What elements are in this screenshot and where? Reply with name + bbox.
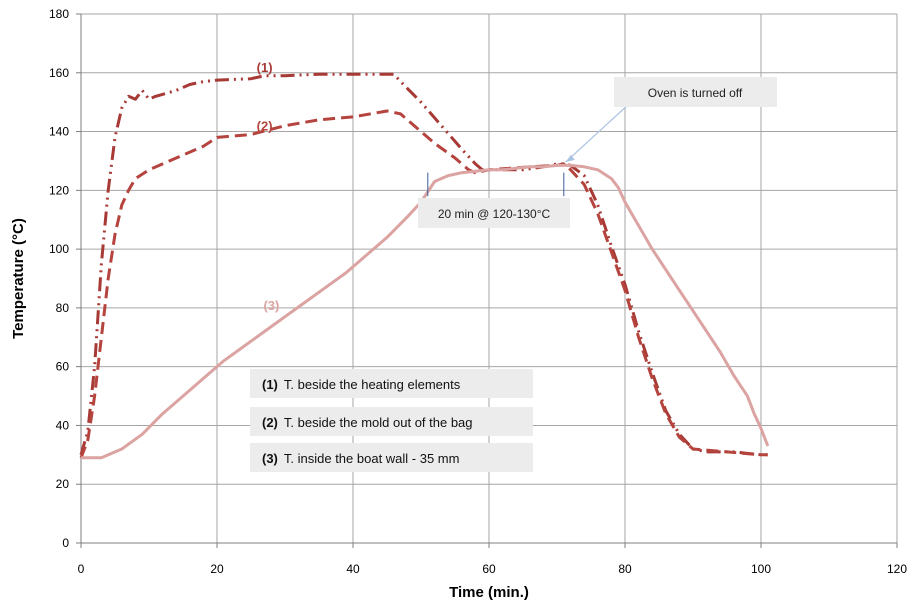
series-tags: (1) (2) (3) — [257, 60, 280, 313]
legend-box-3 — [250, 443, 533, 472]
x-axis-title: Time (min.) — [449, 584, 529, 601]
x-tick-labels: 0 20 40 60 80 100 120 — [78, 562, 908, 576]
series-lines — [79, 72, 770, 460]
legend-label-3: T. inside the boat wall - 35 mm — [284, 451, 460, 466]
series-3-line — [81, 163, 770, 460]
series-2-line — [79, 109, 768, 459]
y-axis-title: Temperature (°C) — [10, 218, 27, 339]
y-tick-label: 160 — [49, 66, 69, 80]
y-tick-labels: 0 20 40 60 80 100 120 140 160 180 — [49, 7, 69, 550]
legend-entry-1: (1) T. beside the heating elements — [262, 377, 461, 392]
series-2-tag: (2) — [257, 119, 273, 134]
interval-note-box — [418, 198, 570, 228]
y-tick-label: 40 — [56, 418, 70, 432]
legend-label-2: T. beside the mold out of the bag — [284, 415, 473, 430]
legend-tag-2: (2) — [262, 415, 278, 430]
x-tick-label: 40 — [346, 562, 360, 576]
y-tick-label: 100 — [49, 242, 69, 256]
series-1-tag: (1) — [257, 60, 273, 75]
x-tick-label: 80 — [618, 562, 632, 576]
legend-box-1 — [250, 369, 533, 398]
x-tick-label: 120 — [887, 562, 907, 576]
series-1-line — [79, 72, 768, 457]
oven-off-note-box — [614, 77, 777, 107]
oven-off-arrow — [565, 103, 630, 163]
x-tick-label: 100 — [751, 562, 771, 576]
series-3-tag: (3) — [263, 298, 279, 313]
x-tick-label: 60 — [482, 562, 496, 576]
y-tick-label: 60 — [56, 360, 70, 374]
y-tick-label: 140 — [49, 125, 69, 139]
y-tick-label: 120 — [49, 183, 69, 197]
y-tick-label: 20 — [56, 477, 70, 491]
annotations: Oven is turned off 20 min @ 120-130°C — [418, 77, 777, 228]
legend: (1) T. beside the heating elements (2) T. b… — [250, 369, 533, 472]
oven-off-note: Oven is turned off — [648, 86, 743, 100]
legend-entry-3: (3) T. inside the boat wall - 35 mm — [262, 451, 459, 466]
y-tick-label: 0 — [62, 536, 69, 550]
legend-tag-1: (1) — [262, 377, 278, 392]
y-tick-label: 80 — [56, 301, 70, 315]
y-tick-label: 180 — [49, 7, 69, 21]
legend-label-1: T. beside the heating elements — [284, 377, 461, 392]
legend-box-2 — [250, 407, 533, 436]
x-tick-label: 0 — [78, 562, 85, 576]
legend-entry-2: (2) T. beside the mold out of the bag — [262, 415, 473, 430]
oven-off-arrowhead — [565, 154, 575, 162]
legend-tag-3: (3) — [262, 451, 278, 466]
x-tick-label: 20 — [210, 562, 224, 576]
interval-note: 20 min @ 120-130°C — [438, 207, 551, 221]
